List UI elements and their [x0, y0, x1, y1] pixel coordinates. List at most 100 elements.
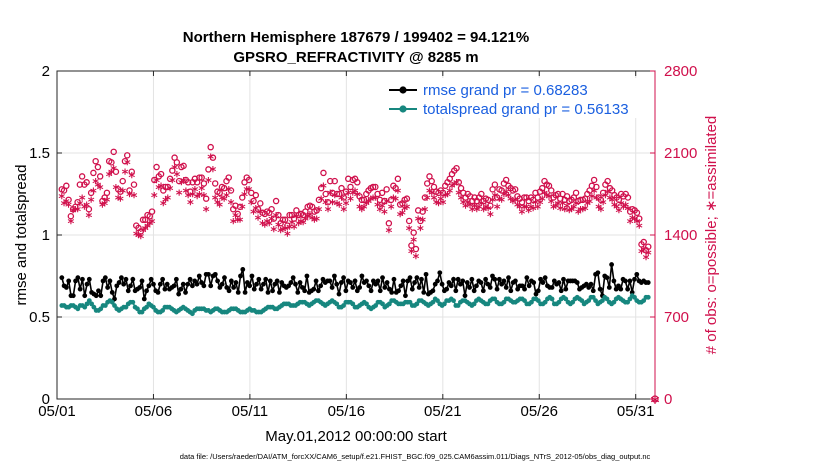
- series-point: [267, 278, 273, 284]
- series-point: [258, 286, 264, 292]
- assimilated-marker: *: [629, 213, 636, 228]
- series-point: [435, 278, 440, 284]
- assimilated-marker: *: [376, 205, 383, 220]
- series-point: [64, 285, 69, 290]
- series-point: [625, 286, 631, 292]
- series-point: [471, 288, 477, 294]
- assimilated-marker: *: [643, 253, 650, 268]
- assimilated-marker: *: [444, 190, 451, 205]
- assimilated-marker: *: [383, 197, 390, 212]
- assimilated-marker: *: [255, 213, 262, 228]
- series-point: [151, 281, 156, 287]
- series-point: [391, 276, 397, 282]
- series-point: [590, 288, 596, 294]
- assimilated-marker: *: [631, 214, 638, 229]
- assimilated-marker: *: [302, 214, 309, 229]
- series-point: [524, 275, 530, 281]
- assimilated-marker: *: [424, 193, 431, 208]
- series-point: [327, 278, 333, 284]
- series-point: [293, 281, 298, 287]
- possible-marker: [117, 188, 124, 195]
- assimilated-marker: *: [90, 186, 97, 201]
- possible-marker: [200, 180, 208, 187]
- series-point: [501, 278, 507, 284]
- possible-marker: [487, 202, 494, 209]
- assimilated-marker: *: [331, 191, 338, 206]
- series-point: [84, 281, 90, 287]
- assimilated-marker: *: [505, 191, 512, 206]
- series-point: [588, 281, 594, 287]
- possible-marker: [184, 179, 192, 186]
- assimilated-marker: *: [356, 203, 363, 218]
- y2-tick-label: 0: [664, 391, 672, 408]
- possible-marker: [151, 176, 158, 184]
- possible-marker: [96, 173, 104, 180]
- assimilated-marker: *: [110, 164, 117, 179]
- series-point: [604, 275, 610, 281]
- assimilated-marker: *: [95, 180, 102, 195]
- possible-marker: [85, 205, 93, 213]
- assimilated-marker: *: [320, 182, 327, 197]
- assimilated-marker: *: [401, 204, 408, 219]
- assimilated-marker: *: [117, 195, 124, 210]
- possible-marker: [92, 157, 99, 165]
- series-point: [542, 275, 548, 281]
- assimilated-marker: *: [230, 217, 237, 232]
- assimilated-marker: *: [327, 189, 334, 204]
- possible-marker: [491, 181, 499, 188]
- possible-marker: [94, 163, 102, 171]
- assimilated-marker: *: [72, 205, 79, 220]
- series-point: [629, 290, 635, 295]
- possible-marker: [130, 181, 138, 188]
- assimilated-marker: *: [158, 182, 165, 197]
- assimilated-marker: *: [155, 183, 162, 198]
- assimilated-marker: *: [252, 204, 259, 219]
- assimilated-marker: *: [63, 197, 70, 212]
- series-point: [467, 285, 472, 290]
- possible-marker: [270, 215, 278, 222]
- assimilated-marker: *: [207, 152, 214, 167]
- gridlines: [57, 71, 655, 399]
- assimilated-marker: *: [573, 199, 580, 214]
- series-point: [215, 278, 220, 284]
- assimilated-marker: *: [194, 192, 201, 207]
- assimilated-marker: *: [451, 179, 458, 194]
- y2-tick-label: 2100: [664, 145, 697, 162]
- possible-marker: [227, 187, 235, 194]
- assimilated-marker: *: [198, 184, 205, 199]
- assimilated-marker: *: [449, 182, 456, 197]
- series-point: [270, 288, 275, 294]
- assimilated-marker: *: [514, 200, 521, 215]
- assimilated-marker: *: [453, 178, 460, 193]
- possible-marker: [211, 180, 219, 187]
- series-point: [535, 288, 541, 294]
- assimilated-marker: *: [279, 225, 286, 240]
- chart-title-line-2: GPSRO_REFRACTIVITY @ 8285 m: [233, 49, 478, 66]
- possible-marker: [286, 211, 293, 219]
- legend-background: [387, 78, 653, 118]
- possible-marker: [360, 196, 368, 204]
- assimilated-marker: *: [144, 221, 151, 236]
- assimilated-marker: *: [88, 196, 95, 211]
- assimilated-marker: *: [600, 198, 607, 213]
- assimilated-marker: *: [618, 199, 625, 214]
- possible-marker: [369, 183, 377, 191]
- possible-marker: [405, 217, 413, 225]
- assimilated-marker: *: [415, 214, 422, 229]
- series-point: [70, 293, 76, 299]
- series-point: [364, 278, 369, 284]
- series-point: [460, 278, 466, 284]
- series-point: [107, 278, 113, 284]
- series-point: [343, 288, 349, 294]
- assimilated-marker: *: [609, 196, 616, 211]
- series-point: [297, 280, 303, 285]
- assimilated-marker: *: [345, 189, 352, 204]
- possible-marker: [166, 175, 174, 183]
- assimilated-marker: *: [625, 204, 632, 219]
- possible-marker: [320, 169, 327, 177]
- assimilated-marker: *: [349, 189, 356, 204]
- possible-marker: [153, 163, 160, 171]
- possible-marker: [272, 197, 280, 205]
- possible-marker: [593, 183, 600, 191]
- assimilated-marker: *: [586, 197, 593, 212]
